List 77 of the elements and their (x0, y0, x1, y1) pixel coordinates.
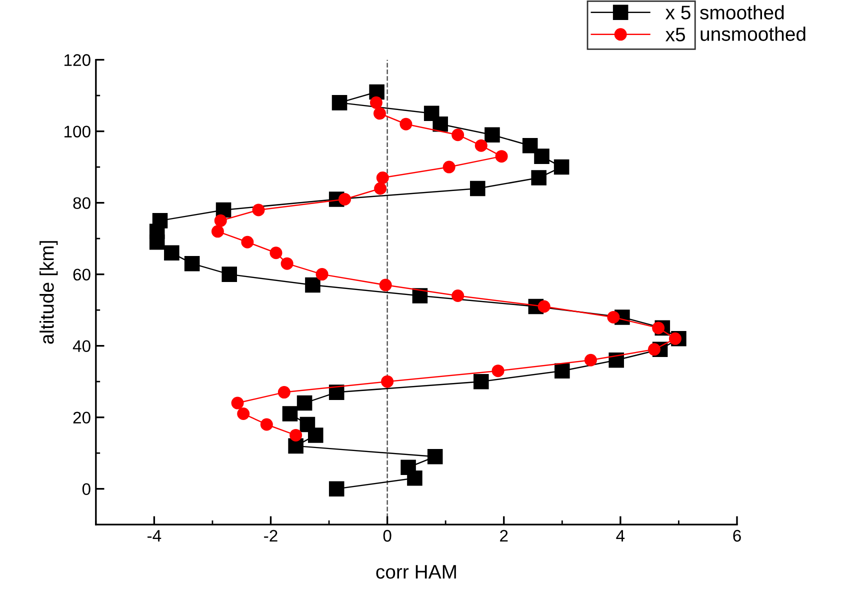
point (300, 416, 316, 432)
y-tick-label: 0 (82, 483, 90, 496)
point (252, 204, 265, 216)
point (381, 375, 394, 388)
point (237, 408, 250, 420)
y-tick-label: 120 (64, 54, 90, 66)
point (270, 246, 282, 260)
point (474, 139, 488, 152)
point (400, 118, 412, 130)
point (370, 96, 382, 109)
x-tick-label: -4 (148, 530, 162, 542)
point (379, 278, 392, 292)
point (484, 127, 500, 143)
point (534, 148, 550, 164)
point (522, 138, 538, 154)
point (427, 449, 443, 464)
point (442, 160, 456, 174)
point (470, 180, 486, 196)
text: smoothed (700, 5, 784, 20)
x-tick-label: 0 (383, 530, 392, 542)
y-tick-label: 60 (73, 268, 90, 281)
point (152, 213, 168, 228)
point (278, 386, 290, 399)
point (290, 428, 302, 442)
legend-label: x 5 (666, 6, 690, 20)
point (538, 300, 550, 313)
x-tick-label: 4 (616, 530, 625, 542)
point (231, 396, 244, 410)
point (495, 150, 508, 163)
point (554, 363, 570, 378)
point (222, 266, 238, 282)
point (376, 172, 389, 184)
point (184, 256, 200, 272)
y-tick-label: 40 (72, 340, 90, 352)
point (211, 225, 224, 238)
point (531, 170, 546, 186)
y-axis-title: altitude [km] (40, 241, 58, 344)
point (332, 95, 348, 110)
point (328, 384, 344, 400)
point (260, 418, 273, 431)
point (452, 128, 464, 142)
point (282, 406, 298, 422)
x-tick-label: 6 (733, 530, 741, 542)
y-tick-label: 20 (73, 412, 90, 424)
point (288, 438, 304, 454)
point (373, 107, 386, 120)
point (400, 460, 416, 476)
point (554, 159, 570, 175)
point (424, 106, 440, 122)
point (369, 84, 384, 100)
point (338, 192, 352, 206)
point (608, 352, 624, 368)
x-axis-title: corr HAM (376, 565, 456, 579)
point (412, 288, 428, 304)
point (648, 343, 660, 356)
point (668, 332, 682, 345)
y-tick-label: 80 (73, 197, 90, 210)
point (474, 374, 489, 390)
point (652, 322, 665, 334)
point (316, 268, 328, 281)
point (164, 245, 180, 260)
y-tick-label: 100 (64, 126, 90, 138)
point (280, 257, 294, 270)
legend-label: x5 (666, 28, 686, 42)
point (328, 481, 344, 496)
point (452, 290, 464, 302)
point (584, 354, 597, 366)
point (305, 277, 320, 293)
point (374, 182, 387, 195)
point (607, 310, 620, 324)
x-tick-label: -2 (264, 530, 278, 542)
point (296, 395, 312, 411)
text: unsmoothed (700, 26, 806, 41)
point (241, 236, 254, 248)
point (492, 364, 504, 378)
x-tick-label: 2 (500, 530, 508, 542)
point (214, 214, 227, 227)
